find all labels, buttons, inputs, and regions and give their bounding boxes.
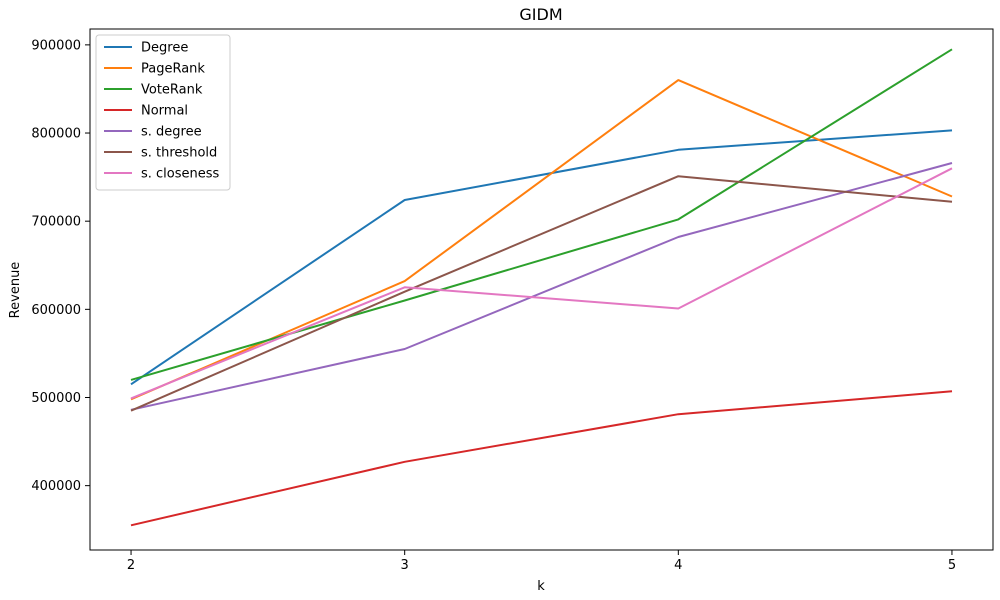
legend-label: Normal [141,104,188,119]
x-tick-label: 3 [401,558,409,573]
y-tick-label: 900000 [31,38,81,53]
y-tick-label: 700000 [31,215,81,230]
legend-label: PageRank [141,62,205,77]
series-line-normal [130,390,953,527]
legend: Degree PageRank VoteRank Normal s. degree s. … [95,34,231,191]
series-line-s-closeness [130,167,953,400]
y-tick-label: 500000 [31,391,81,406]
x-axis-label: k [537,579,545,594]
x-tick-label: 4 [674,558,682,573]
series-line-pagerank [130,79,953,401]
series-line-s-degree [130,162,953,411]
legend-label: VoteRank [141,83,203,98]
legend-label: s. threshold [141,146,217,161]
plot-frame [89,28,994,551]
chart-title: GIDM [519,5,562,24]
y-axis-label: Revenue [8,262,23,319]
legend-label: Degree [141,41,188,56]
y-tick-label: 400000 [31,479,81,494]
legend-label: s. degree [141,125,202,140]
legend-label: s. closeness [141,167,220,182]
series-line-degree [130,129,953,386]
axis-ticks: 2 3 4 5 400000 500000 600000 700000 800000 900000 [31,38,956,573]
series-line-s-threshold [130,175,953,412]
x-tick-label: 2 [127,558,135,573]
y-tick-label: 800000 [31,127,81,142]
x-tick-label: 5 [948,558,956,573]
y-tick-label: 600000 [31,303,81,318]
series-line-voterank [130,48,953,381]
plot-layer [130,48,953,527]
